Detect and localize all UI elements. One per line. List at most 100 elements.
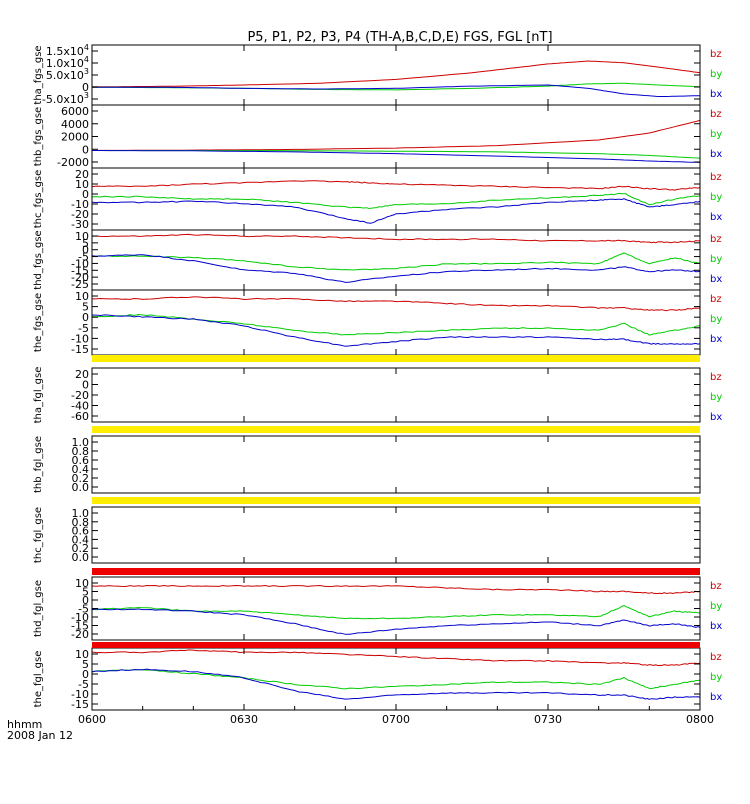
- y-tick-label: -5.0x103: [42, 91, 89, 106]
- y-tick-label: 1.0: [72, 507, 90, 520]
- series-line-by: [91, 605, 701, 620]
- y-tick-label: 1.5x104: [46, 43, 89, 58]
- quality-flag-bar-4: [92, 568, 700, 575]
- series-line-bx: [91, 314, 701, 347]
- y-tick-label: 0: [82, 244, 89, 257]
- legend-bz: bz: [710, 372, 722, 383]
- legend-bx: bx: [710, 621, 722, 632]
- x-tick-label: 0630: [230, 713, 258, 726]
- y-tick-label: -10: [71, 257, 89, 270]
- y-tick-label: 0.8: [72, 516, 90, 529]
- y-tick-label: 0: [82, 81, 89, 94]
- y-tick-label: 0: [82, 143, 89, 156]
- series-line-by: [91, 313, 700, 336]
- y-tick-label: 5: [82, 237, 89, 250]
- series-line-bz: [92, 296, 701, 312]
- legend-bx: bx: [710, 692, 722, 703]
- y-tick-label: -5: [78, 678, 89, 691]
- y-tick-label: 1.0: [72, 436, 90, 449]
- y-tick-label: 2000: [61, 131, 89, 144]
- series-line-bx: [91, 668, 701, 700]
- y-tick-label: -10: [71, 198, 89, 211]
- panel-tha_fgs_gse: 1.5x1041.0x1045.0x1030-5.0x103tha_fgs_gs…: [33, 43, 722, 106]
- legend-bz: bz: [710, 234, 722, 245]
- y-tick-label: -5: [78, 251, 89, 264]
- y-tick-label: 0.4: [72, 463, 90, 476]
- legend-by: by: [710, 69, 722, 80]
- y-tick-label: 0: [82, 668, 89, 681]
- date-label: 2008 Jan 12: [7, 729, 73, 742]
- panel-plot-area: [91, 60, 701, 97]
- y-tick-label: 5: [82, 301, 89, 314]
- panel-frame: [91, 367, 701, 423]
- series-line-by: [91, 252, 701, 271]
- series-line-bx: [91, 198, 701, 224]
- panel-y-label: thd_fgs_gse: [33, 230, 44, 289]
- y-tick-label: 0.2: [72, 472, 90, 485]
- y-tick-label: 0: [82, 379, 89, 392]
- legend-bx: bx: [710, 212, 722, 223]
- y-tick-label: -10: [71, 611, 89, 624]
- panel-thc_fgl_gse: 1.00.80.60.40.20.0 thc_fgl_gse: [33, 506, 701, 564]
- y-tick-label: 20: [75, 168, 89, 181]
- legend-bx: bx: [710, 89, 722, 100]
- x-axis-label: hhmm: [7, 718, 42, 731]
- series-line-bx: [91, 608, 701, 635]
- y-tick-label: -20: [71, 628, 89, 641]
- series-line-bz: [91, 119, 701, 151]
- y-tick-label: 5: [82, 658, 89, 671]
- legend-bz: bz: [710, 49, 722, 60]
- panel-y-label: the_fgs_gse: [33, 293, 44, 352]
- y-tick-label: -20: [71, 208, 89, 221]
- panel-plot-area: [91, 180, 701, 224]
- x-tick-label: 0730: [534, 713, 562, 726]
- y-tick-label: 10: [75, 577, 89, 590]
- legend-bz: bz: [710, 294, 722, 305]
- legend-by: by: [710, 314, 722, 325]
- series-line-by: [91, 669, 701, 690]
- panel-plot-area: [91, 119, 701, 163]
- panel-frame: [91, 104, 701, 169]
- y-tick-label: -5: [78, 322, 89, 335]
- series-line-bz: [91, 233, 701, 244]
- y-tick-label: -10: [71, 332, 89, 345]
- y-tick-label: -60: [71, 410, 89, 423]
- y-tick-label: -10: [71, 688, 89, 701]
- y-tick-label: 0.2: [72, 542, 90, 555]
- panel-frame: [91, 647, 701, 711]
- legend-bx: bx: [710, 412, 722, 423]
- x-tick-label: 0600: [78, 713, 106, 726]
- panel-frame: [91, 44, 701, 106]
- series-line-bz: [91, 60, 701, 88]
- y-tick-label: 10: [75, 178, 89, 191]
- flags-layer: [92, 355, 700, 648]
- legend-by: by: [710, 254, 722, 265]
- panel-y-label: tha_fgl_gse: [33, 367, 44, 424]
- legend-by: by: [710, 192, 722, 203]
- panel-y-label: the_fgl_gse: [33, 651, 44, 708]
- y-tick-label: -2000: [57, 156, 89, 169]
- chart-title: P5, P1, P2, P3, P4 (TH-A,B,C,D,E) FGS, F…: [247, 30, 552, 45]
- quality-flag-bar-3: [92, 497, 700, 504]
- y-tick-label: 0.6: [72, 454, 90, 467]
- y-tick-label: -30: [71, 218, 89, 231]
- quality-flag-bar-2: [92, 426, 700, 433]
- series-line-bx: [91, 254, 701, 283]
- legend-bz: bz: [710, 581, 722, 592]
- y-tick-label: 10: [75, 290, 89, 303]
- y-tick-label: 5.0x103: [46, 67, 89, 82]
- legend-bz: bz: [710, 109, 722, 120]
- panel-y-label: thc_fgl_gse: [33, 507, 44, 563]
- y-tick-label: -40: [71, 400, 89, 413]
- y-tick-label: -5: [78, 603, 89, 616]
- y-tick-label: 10: [75, 230, 89, 243]
- y-tick-label: 0: [82, 188, 89, 201]
- panel-tha_fgl_gse: 200-20-40-60 tha_fgl_gse bz by bx: [33, 367, 722, 424]
- y-tick-label: -15: [71, 620, 89, 633]
- panel-plot-area: [91, 649, 701, 700]
